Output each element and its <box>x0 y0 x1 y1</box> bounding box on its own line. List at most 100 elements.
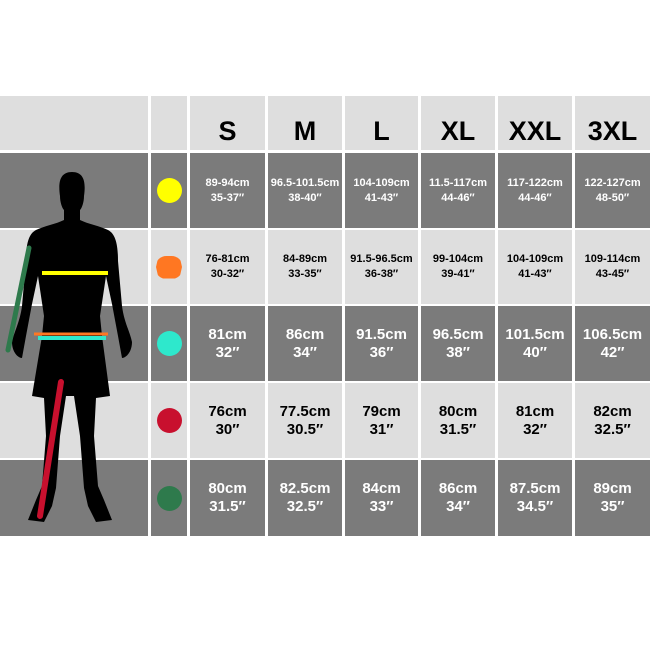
measurement-cell: 106.5cm 42″ <box>575 306 650 381</box>
size-label: XXL <box>508 115 562 146</box>
measurement-in: 36″ <box>369 343 394 361</box>
sleeve-line <box>5 245 32 353</box>
size-header-3XL: 3XL <box>575 96 650 150</box>
measurement-cell: 80cm 31.5″ <box>421 383 495 458</box>
size-label: L <box>373 115 390 146</box>
measurement-cm: 91.5cm <box>356 325 407 343</box>
measurement-cm: 109-114cm <box>584 253 641 265</box>
size-header-S: S <box>190 96 265 150</box>
measurement-cm: 84-89cm <box>282 253 328 265</box>
hip-dot-icon <box>156 331 182 356</box>
measurement-in: 48-50″ <box>595 191 630 204</box>
measurement-cm: 80cm <box>208 480 247 497</box>
measurement-cell: 96.5-101.5cm 38-40″ <box>268 153 342 228</box>
measurement-cell: 89cm 35″ <box>575 460 650 536</box>
measurement-cell: 82cm 32.5″ <box>575 383 650 458</box>
measurement-in: 30.5″ <box>286 420 324 438</box>
measurement-cell: 80cm 31.5″ <box>190 460 265 536</box>
measurement-in: 31.5″ <box>209 498 246 515</box>
measurement-in: 31.5″ <box>439 420 477 438</box>
waist-arrow-dot-icon <box>156 255 182 279</box>
measurement-cm: 86cm <box>438 480 478 497</box>
measurement-cell: 109-114cm 43-45″ <box>575 230 650 304</box>
size-label: M <box>293 115 317 146</box>
measurement-in: 35-37″ <box>210 191 245 204</box>
measurement-cm: 84cm <box>362 480 401 497</box>
measurement-cm: 106.5cm <box>582 325 643 343</box>
size-header-XL: XL <box>421 96 495 150</box>
inseam-line <box>37 379 64 519</box>
measure-icon-cell <box>151 230 187 304</box>
measurement-cm: 80cm <box>438 402 478 420</box>
measurement-in: 30-32″ <box>210 268 245 280</box>
measurement-in: 44-46″ <box>441 191 475 204</box>
measurement-cm: 101.5cm <box>505 325 565 343</box>
measurement-cm: 89cm <box>593 480 632 497</box>
measurement-in: 32″ <box>523 420 547 438</box>
inseam-dot-icon <box>156 408 182 433</box>
measurement-cm: 117-122cm <box>507 176 563 189</box>
header-blank <box>0 96 148 150</box>
size-label: S <box>218 115 237 146</box>
header-icon-blank <box>151 96 187 150</box>
measurement-in: 32.5″ <box>286 498 324 515</box>
body-silhouette-icon <box>5 172 132 522</box>
measurement-cell: 76-81cm 30-32″ <box>190 230 265 304</box>
measurement-cell: 77.5cm 30.5″ <box>268 383 342 458</box>
measurement-in: 41-43″ <box>518 268 552 280</box>
measurement-cell: 84-89cm 33-35″ <box>268 230 342 304</box>
measurement-cell: 104-109cm 41-43″ <box>345 153 418 228</box>
measure-icon-cell <box>151 383 187 458</box>
measurement-cell: 122-127cm 48-50″ <box>575 153 650 228</box>
measurement-in: 41-43″ <box>364 191 399 204</box>
size-header-L: L <box>345 96 418 150</box>
measurement-in: 34″ <box>446 498 470 515</box>
measurement-in: 34″ <box>293 343 317 361</box>
measurement-cm: 76cm <box>208 402 247 420</box>
measurement-cell: 87.5cm 34.5″ <box>498 460 572 536</box>
measurement-cm: 89-94cm <box>205 176 250 189</box>
measurement-cell: 86cm 34″ <box>268 306 342 381</box>
measurement-cell: 81cm 32″ <box>190 306 265 381</box>
measure-icon-cell <box>151 306 187 381</box>
size-label: XL <box>440 115 476 146</box>
measurement-cell: 104-109cm 41-43″ <box>498 230 572 304</box>
measurement-cell: 117-122cm 44-46″ <box>498 153 572 228</box>
measurement-in: 36-38″ <box>364 268 399 280</box>
measurement-cm: 96.5-101.5cm <box>270 176 340 189</box>
measurement-in: 43-45″ <box>595 268 630 280</box>
measurement-in: 32.5″ <box>594 420 631 438</box>
measurement-cm: 96.5cm <box>432 325 484 343</box>
measurement-cm: 87.5cm <box>509 480 561 497</box>
measurement-cm: 82.5cm <box>279 480 331 497</box>
measurement-in: 30″ <box>215 420 240 438</box>
measurement-cell: 81cm 32″ <box>498 383 572 458</box>
measurement-cm: 81cm <box>515 402 555 420</box>
measurement-in: 35″ <box>600 498 625 515</box>
measurement-cm: 76-81cm <box>205 253 250 265</box>
measurement-in: 34.5″ <box>516 498 554 515</box>
measurement-cell: 91.5-96.5cm 36-38″ <box>345 230 418 304</box>
measurement-cell: 79cm 31″ <box>345 383 418 458</box>
measurement-cm: 79cm <box>362 402 401 420</box>
measure-icon-cell <box>151 153 187 228</box>
size-header-XXL: XXL <box>498 96 572 150</box>
sleeve-dot-icon <box>156 485 182 511</box>
measurement-cell: 91.5cm 36″ <box>345 306 418 381</box>
measurement-in: 32″ <box>215 343 240 361</box>
measurement-cell: 82.5cm 32.5″ <box>268 460 342 536</box>
chest-dot-icon <box>156 178 182 203</box>
measurement-cell: 76cm 30″ <box>190 383 265 458</box>
measurement-in: 42″ <box>600 343 625 361</box>
measurement-in: 31″ <box>369 420 394 438</box>
measurement-cm: 104-109cm <box>506 253 564 265</box>
measurement-in: 44-46″ <box>518 191 552 204</box>
measure-icon-cell <box>151 460 187 536</box>
measurement-cm: 82cm <box>593 402 632 420</box>
measurement-cm: 122-127cm <box>584 176 641 189</box>
measurement-in: 38″ <box>446 343 470 361</box>
size-label: 3XL <box>587 115 638 146</box>
measurement-cell: 11.5-117cm 44-46″ <box>421 153 495 228</box>
measurement-cm: 99-104cm <box>432 253 484 265</box>
size-header-M: M <box>268 96 342 150</box>
